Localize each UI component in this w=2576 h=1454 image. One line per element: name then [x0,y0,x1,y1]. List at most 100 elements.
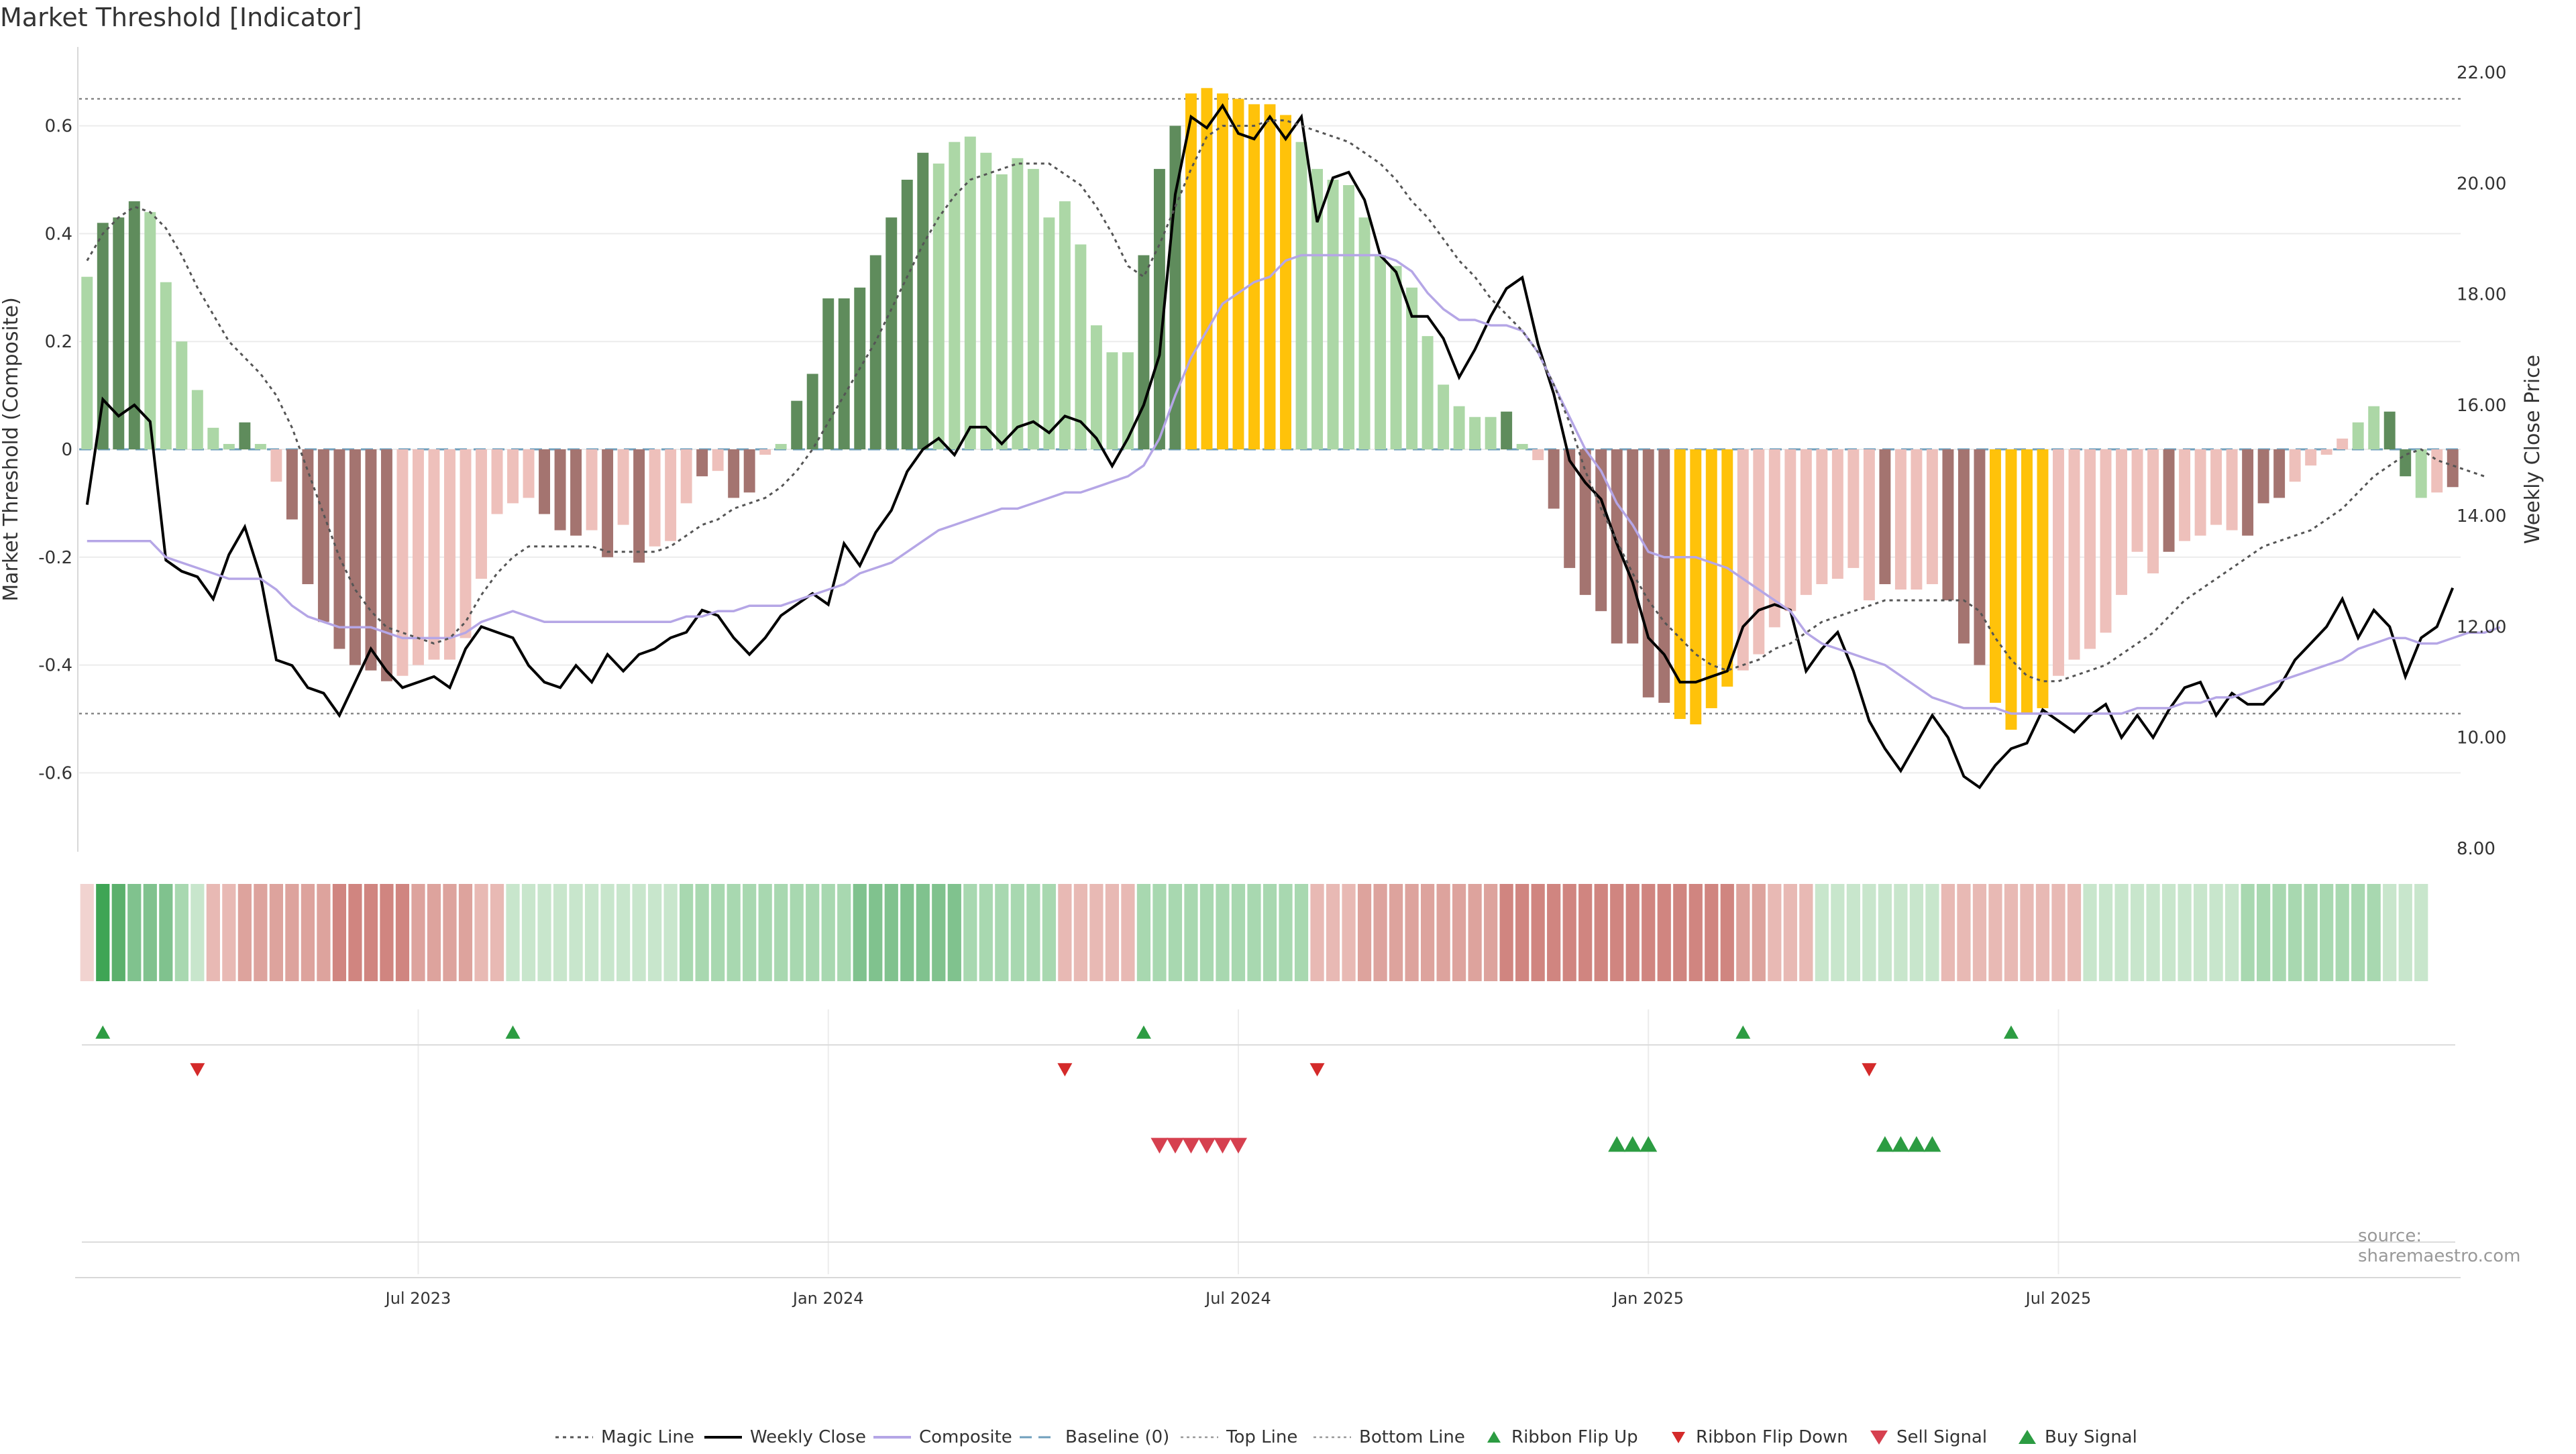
composite-bar [2163,449,2175,552]
legend-symbol [1870,1431,1888,1445]
ribbon-cell [1815,884,1829,981]
ribbon-cell [348,884,362,981]
ribbon-cell [680,884,694,981]
legend-label: Top Line [1226,1427,1298,1447]
composite-bar [207,427,219,449]
ribbon-cell [2367,884,2381,981]
ribbon-cell [2272,884,2286,981]
sell-signal-marker [1150,1137,1169,1154]
ribbon-cell [332,884,347,981]
composite-bar [2131,449,2143,552]
composite-bar [1674,449,1686,720]
composite-bar [1658,449,1670,703]
ribbon-cell [237,884,252,981]
ribbon-cell [2067,884,2082,981]
legend-symbol [873,1436,911,1439]
composite-bar [491,449,503,514]
ribbon-cell [2020,884,2034,981]
y-tick-label-left: 0.6 [45,117,72,137]
ribbon-cell [395,884,410,981]
composite-bar [1579,449,1591,596]
composite-bar [649,449,661,547]
weekly-close-line [85,103,2455,789]
ribbon-cell [269,884,283,981]
composite-bar [2415,449,2427,498]
ribbon-cell [1562,884,1576,981]
composite-bar [1516,443,1528,449]
ribbon-cell [1405,884,1419,981]
legend-symbol [1487,1431,1501,1443]
ribbon-cell [553,884,568,981]
buy-signal-marker [1640,1136,1658,1152]
x-tick-label: Jan 2025 [1611,1289,1684,1308]
y-axis-label-left: Market Threshold (Composite) [0,297,23,602]
ribbon-cell [427,884,441,981]
ribbon-cell [174,884,189,981]
composite-bar [1642,449,1654,697]
sell-signal-marker [1182,1137,1200,1154]
y-tick-label-left: -0.2 [38,548,72,568]
ribbon-cell [254,884,268,981]
legend-label: Bottom Line [1359,1427,1465,1447]
x-tick-label: Jan 2024 [792,1289,864,1308]
composite-bar [1926,449,1938,585]
composite-bar [1106,352,1118,449]
chart-title: Market Threshold [Indicator] [0,3,362,32]
legend-symbol [1181,1436,1218,1439]
sell-signal-marker [1166,1137,1184,1154]
ribbon-cell [1499,884,1513,981]
ribbon-flip-down-marker [1309,1063,1325,1076]
ribbon-cell [2320,884,2334,981]
ribbon-cell [1010,884,1024,981]
composite-bar [380,449,392,681]
composite-bar [1217,93,1228,449]
ribbon-cell [963,884,977,981]
composite-bar [365,449,377,671]
composite-bar [2210,449,2222,525]
ribbon-cell [1089,884,1104,981]
ribbon-cell [1720,884,1734,981]
ribbon-cell [821,884,835,981]
y-tick-label-left: -0.4 [38,656,72,676]
ribbon-cell [1105,884,1120,981]
ribbon-cell [995,884,1009,981]
ribbon-cell [1247,884,1261,981]
ribbon-cell [900,884,914,981]
legend-label: Magic Line [601,1427,694,1447]
ribbon-cell [1420,884,1435,981]
composite-bar [1327,179,1339,449]
ribbon-cell [2257,884,2271,981]
composite-bar [2305,449,2317,466]
ribbon-cell [2351,884,2365,981]
composite-bar [1358,217,1371,449]
ribbon-cell [1279,884,1293,981]
legend-symbol [704,1436,742,1439]
ribbon-flip-down-marker [190,1063,205,1076]
composite-bar [617,449,629,525]
legend-item: Magic Line [555,1427,694,1447]
ribbon-cell [2146,884,2160,981]
composite-bars [81,88,2459,730]
composite-bar [1343,185,1355,449]
ribbon-cell [2193,884,2208,981]
ribbon-cell [695,884,709,981]
y-tick-label-left: 0.4 [45,224,72,244]
composite-bar [2037,449,2049,708]
legend-item: Sell Signal [1870,1427,1987,1447]
ribbon-cell [1705,884,1719,981]
ribbon-cell [1342,884,1356,981]
ribbon-cell [2178,884,2192,981]
composite-line [87,254,2501,715]
ribbon-cell [758,884,772,981]
composite-bar [2179,449,2191,541]
ribbon-cell [1752,884,1766,981]
composite-bar [302,449,314,585]
ribbon-cell [458,884,473,981]
ribbon-cell [2224,884,2239,981]
composite-bar [2021,449,2033,714]
composite-bar [270,449,282,482]
composite-bar [1894,449,1907,590]
ribbon-cell [1515,884,1529,981]
ribbon-cell [1531,884,1545,981]
legend-label: Ribbon Flip Up [1511,1427,1638,1447]
